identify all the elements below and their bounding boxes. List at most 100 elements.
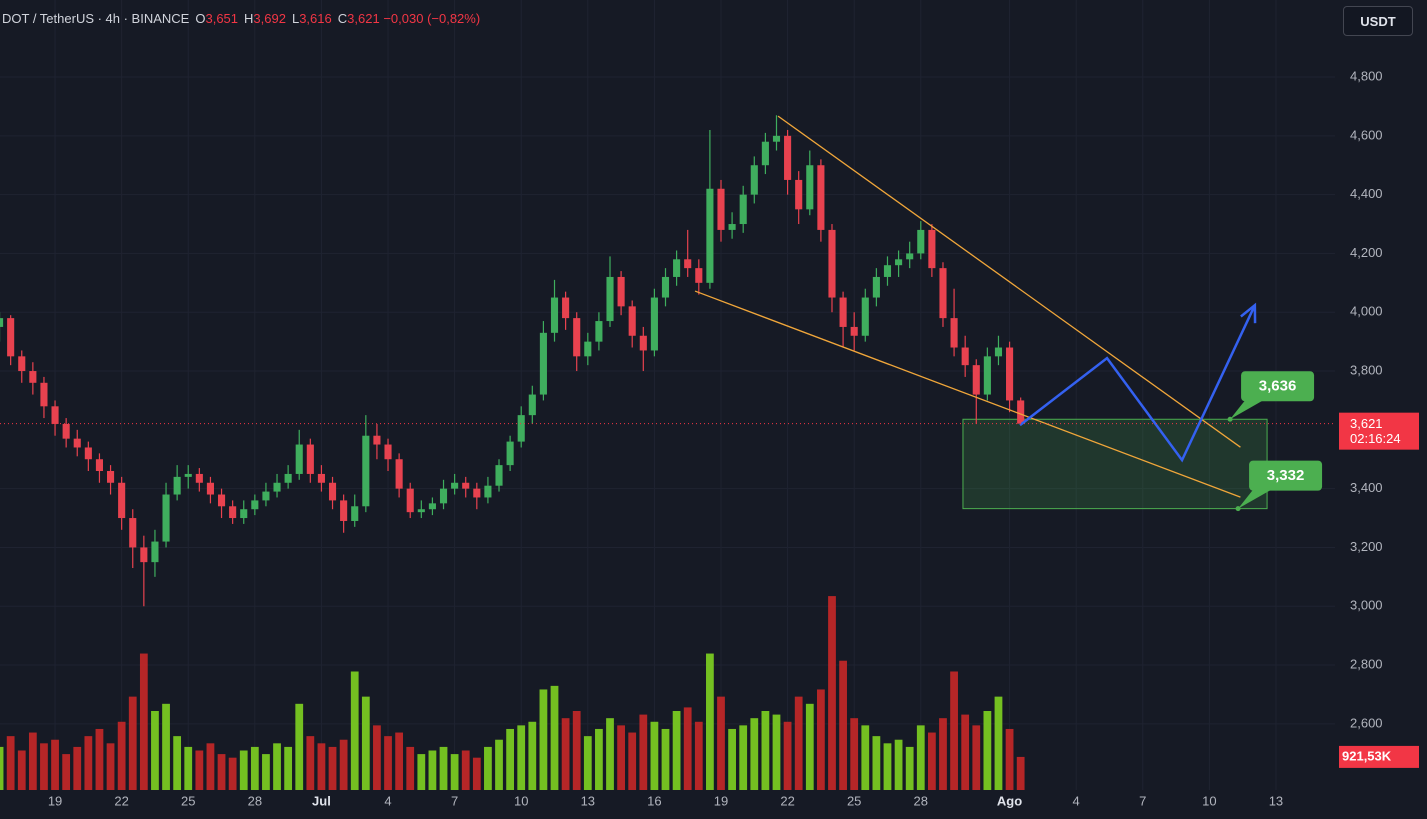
volume-bar — [117, 721, 126, 790]
y-tick-label: 2,800 — [1350, 656, 1383, 671]
candle-body — [473, 488, 481, 498]
x-tick-label: 22 — [114, 793, 128, 808]
x-tick-label: 7 — [451, 793, 458, 808]
callout-box — [1249, 460, 1323, 491]
volume-bar — [406, 746, 415, 790]
volume-bar — [195, 750, 204, 790]
candle-body — [328, 482, 337, 501]
projection-arrowhead — [1240, 302, 1257, 324]
candle-body — [295, 444, 303, 474]
volume-bar — [151, 711, 159, 790]
volume-bar — [583, 736, 592, 790]
callout-dot — [1235, 506, 1241, 512]
volume-bar — [128, 696, 137, 790]
candle-body — [451, 482, 459, 489]
last-price-tag — [1339, 412, 1419, 450]
volume-bar — [717, 696, 725, 790]
ohlc-value: 3,651 — [205, 11, 239, 26]
callout-label: 3,332 — [1267, 467, 1305, 484]
candle-body — [661, 276, 670, 298]
volume-bar — [228, 757, 237, 790]
volume-bar — [927, 732, 936, 790]
volume-bar — [184, 746, 193, 790]
volume-bar — [361, 696, 370, 790]
trendline — [694, 290, 1241, 498]
candle-body — [706, 188, 714, 283]
ohlc-key: O — [195, 11, 206, 26]
candle-body — [217, 494, 226, 507]
candle-body — [895, 259, 903, 266]
volume-bar — [672, 711, 681, 790]
volume-bar — [84, 736, 93, 790]
candle-body — [0, 318, 4, 327]
candle-body — [317, 473, 325, 483]
ohlc-value: 3,616 — [299, 11, 332, 26]
volume-bar — [73, 746, 82, 790]
candle-body — [151, 541, 159, 563]
volume-bar — [1016, 756, 1025, 790]
y-tick-label: 4,200 — [1350, 245, 1383, 260]
volume-bar — [983, 711, 992, 790]
candle-body — [1017, 400, 1025, 424]
volume-bar — [51, 739, 59, 790]
candle-body — [495, 465, 503, 486]
candle-body — [240, 509, 248, 519]
candle-body — [772, 135, 781, 142]
x-tick-label: 25 — [181, 793, 195, 808]
candle-body — [184, 473, 192, 477]
candle-body — [428, 503, 436, 510]
callout-dot — [1227, 416, 1233, 422]
candle-body — [595, 321, 603, 342]
x-tick-label: 16 — [647, 793, 661, 808]
candle-body — [695, 268, 703, 283]
volume-bar — [417, 754, 426, 790]
volume-layer — [0, 596, 1025, 790]
candle-body — [51, 406, 59, 424]
volume-bar — [939, 718, 947, 790]
candle-body — [129, 518, 137, 548]
candle-body — [484, 485, 492, 498]
volume-bar — [783, 721, 792, 790]
y-tick-label: 3,800 — [1350, 362, 1383, 377]
y-tick-label: 4,800 — [1350, 68, 1383, 83]
candle-body — [7, 318, 15, 357]
x-tick-label: 19 — [48, 793, 62, 808]
x-tick-label: 13 — [581, 793, 595, 808]
candle-body — [73, 438, 81, 448]
candle-body — [306, 444, 314, 474]
y-tick-label: 4,600 — [1350, 127, 1383, 142]
x-tick-label: 28 — [914, 793, 928, 808]
volume-bar — [450, 754, 459, 790]
volume-bar — [506, 728, 514, 790]
volume-bar — [62, 754, 71, 790]
volume-bar — [561, 718, 570, 790]
volume-bar — [439, 746, 448, 790]
candle-body — [550, 297, 559, 333]
candle-body — [373, 435, 381, 445]
volume-bar — [617, 725, 625, 790]
candle-body — [928, 229, 936, 269]
currency-button[interactable]: USDT — [1343, 6, 1413, 36]
x-tick-label: Ago — [997, 793, 1022, 808]
x-tick-label: 13 — [1269, 793, 1283, 808]
volume-bar — [950, 671, 958, 790]
candle-body — [284, 473, 292, 483]
candle-body — [362, 435, 370, 507]
volume-bar — [861, 725, 870, 790]
volume-bar — [683, 707, 692, 790]
candle-body — [673, 259, 681, 277]
candle-body — [584, 341, 592, 357]
volume-bar — [595, 728, 603, 790]
ohlc: O3,651 H3,692 L3,616 C3,621 — [189, 11, 379, 26]
candle-body — [639, 335, 647, 351]
volume-bar — [28, 732, 37, 790]
candle-body — [939, 268, 947, 319]
volume-bar — [162, 703, 170, 790]
candle-body — [439, 488, 448, 504]
candle-body — [839, 297, 847, 327]
candle-body — [828, 229, 836, 298]
volume-bar — [961, 714, 970, 790]
volume-bar — [40, 743, 48, 790]
candle-body — [462, 482, 470, 489]
